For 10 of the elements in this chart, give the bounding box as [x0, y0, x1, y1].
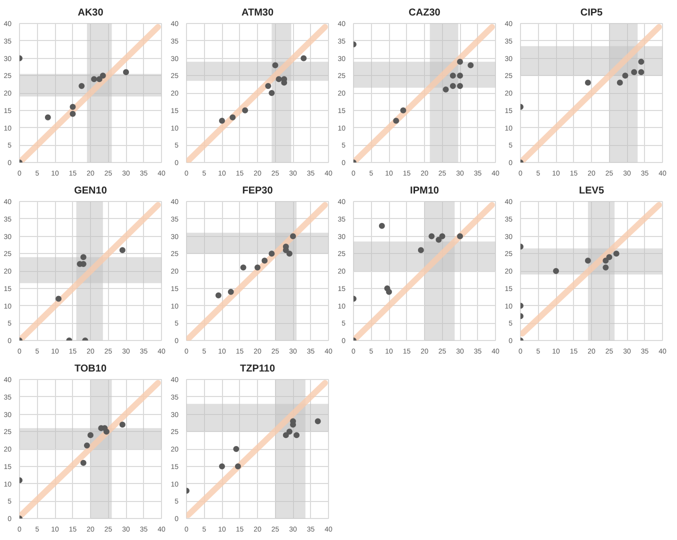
chart-title: LEV5 — [578, 186, 604, 196]
chart-title: TOB10 — [74, 364, 107, 374]
chart-title: TZP110 — [240, 364, 276, 374]
chart-title: AK30 — [78, 8, 104, 18]
chart-title: IPM10 — [410, 186, 440, 196]
chart-title: ATM30 — [241, 8, 274, 18]
chart-title: CAZ30 — [408, 8, 441, 18]
chart-title: FEP30 — [242, 186, 274, 196]
chart-title: GEN10 — [74, 186, 108, 196]
chart-title: CIP5 — [580, 8, 604, 18]
